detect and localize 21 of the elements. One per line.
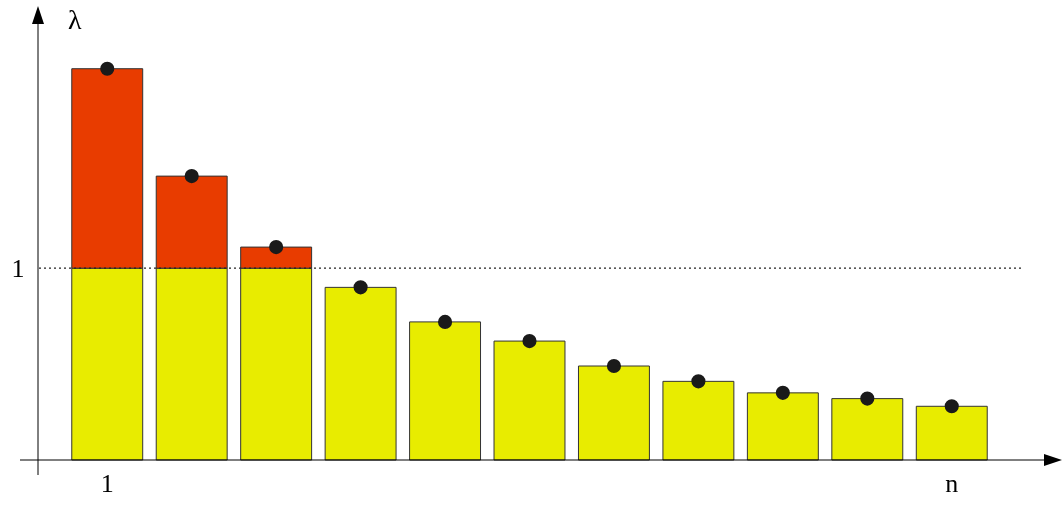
bar bbox=[409, 321, 482, 461]
point bbox=[691, 374, 706, 389]
point bbox=[100, 61, 115, 76]
point bbox=[775, 385, 790, 400]
point bbox=[269, 240, 284, 255]
point bbox=[437, 314, 453, 329]
y-axis-title: λ bbox=[68, 4, 82, 36]
x-tick-label: n bbox=[945, 468, 959, 498]
point bbox=[606, 358, 622, 374]
point bbox=[353, 280, 368, 295]
bar bbox=[662, 380, 735, 461]
bar bbox=[493, 340, 566, 461]
bar bbox=[831, 398, 904, 461]
point bbox=[860, 391, 875, 406]
bar bbox=[577, 365, 650, 461]
bar bbox=[915, 405, 988, 461]
bar bbox=[324, 286, 397, 461]
point bbox=[944, 399, 959, 414]
point bbox=[522, 334, 537, 349]
bar bbox=[746, 392, 819, 461]
point bbox=[184, 169, 199, 184]
